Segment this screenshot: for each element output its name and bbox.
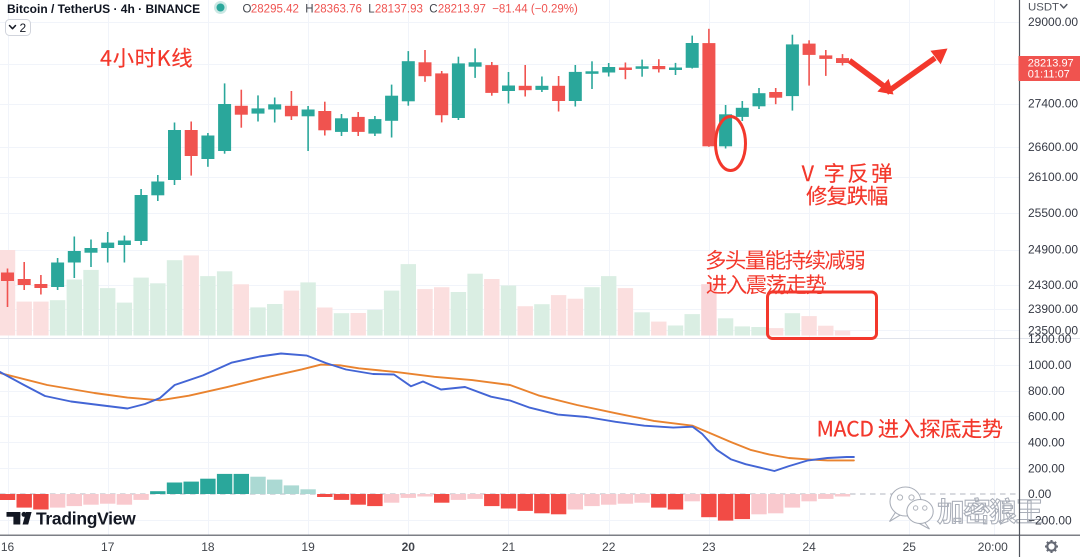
svg-text:16: 16: [1, 540, 15, 554]
svg-text:27400.00: 27400.00: [1028, 97, 1078, 111]
svg-text:20: 20: [402, 540, 416, 554]
svg-text:25500.00: 25500.00: [1028, 206, 1078, 220]
svg-text:TradingView: TradingView: [36, 509, 136, 529]
svg-text:O: O: [243, 4, 252, 16]
svg-text:29000.00: 29000.00: [1028, 15, 1078, 29]
svg-text:28295.42: 28295.42: [251, 4, 299, 16]
svg-text:200.00: 200.00: [1028, 461, 1065, 475]
svg-text:−81.44 (−0.29%): −81.44 (−0.29%): [492, 4, 578, 16]
svg-text:26100.00: 26100.00: [1028, 170, 1078, 184]
svg-text:28213.97: 28213.97: [438, 4, 486, 16]
svg-text:24300.00: 24300.00: [1028, 278, 1078, 292]
svg-text:400.00: 400.00: [1028, 436, 1065, 450]
svg-text:600.00: 600.00: [1028, 410, 1065, 424]
svg-text:21: 21: [502, 540, 516, 554]
svg-text:26600.00: 26600.00: [1028, 140, 1078, 154]
svg-text:USDT: USDT: [1028, 2, 1059, 14]
svg-text:H: H: [305, 4, 313, 16]
svg-text:25: 25: [903, 540, 917, 554]
svg-text:20:00: 20:00: [978, 540, 1008, 554]
svg-text:1200.00: 1200.00: [1028, 332, 1072, 346]
svg-text:2: 2: [20, 21, 27, 35]
svg-text:23900.00: 23900.00: [1028, 302, 1078, 316]
svg-text:23500.00: 23500.00: [1028, 324, 1078, 338]
svg-text:−200.00: −200.00: [1028, 513, 1072, 527]
svg-text:24: 24: [802, 540, 816, 554]
svg-text:01:11:07: 01:11:07: [1028, 69, 1070, 81]
svg-text:Bitcoin / TetherUS · 4h · BINA: Bitcoin / TetherUS · 4h · BINANCE: [7, 2, 200, 16]
svg-text:28137.93: 28137.93: [375, 4, 423, 16]
svg-text:24900.00: 24900.00: [1028, 243, 1078, 257]
svg-text:1000.00: 1000.00: [1028, 358, 1072, 372]
svg-text:18: 18: [201, 540, 215, 554]
svg-text:19: 19: [301, 540, 315, 554]
svg-text:22: 22: [602, 540, 616, 554]
svg-text:C: C: [429, 4, 437, 16]
svg-text:23: 23: [702, 540, 716, 554]
svg-text:28363.76: 28363.76: [314, 4, 362, 16]
svg-text:17: 17: [101, 540, 115, 554]
svg-text:0.00: 0.00: [1028, 487, 1052, 501]
svg-text:L: L: [368, 4, 375, 16]
svg-text:800.00: 800.00: [1028, 384, 1065, 398]
svg-text:28213.97: 28213.97: [1028, 58, 1074, 70]
